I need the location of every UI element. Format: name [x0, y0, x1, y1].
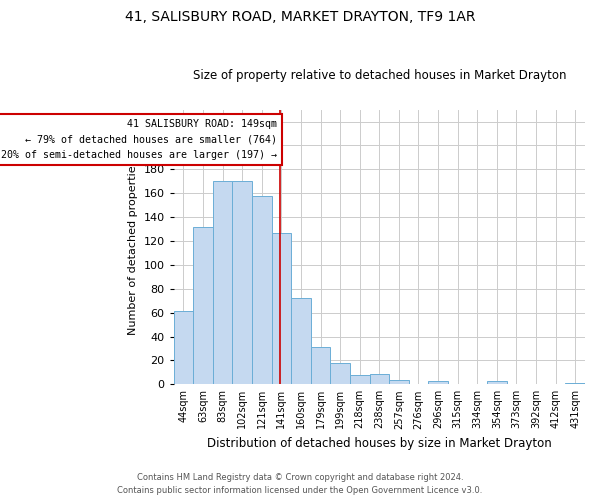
- Title: Size of property relative to detached houses in Market Drayton: Size of property relative to detached ho…: [193, 69, 566, 82]
- Text: Contains HM Land Registry data © Crown copyright and database right 2024.
Contai: Contains HM Land Registry data © Crown c…: [118, 473, 482, 495]
- Bar: [487, 380, 506, 384]
- X-axis label: Distribution of detached houses by size in Market Drayton: Distribution of detached houses by size …: [207, 437, 551, 450]
- Bar: [272, 232, 291, 384]
- Bar: [311, 348, 331, 385]
- Text: 41 SALISBURY ROAD: 149sqm
← 79% of detached houses are smaller (764)
20% of semi: 41 SALISBURY ROAD: 149sqm ← 79% of detac…: [1, 119, 277, 160]
- Bar: [565, 383, 585, 384]
- Bar: [213, 181, 232, 384]
- Bar: [350, 374, 370, 384]
- Bar: [252, 196, 272, 384]
- Bar: [389, 380, 409, 384]
- Bar: [370, 374, 389, 384]
- Bar: [193, 226, 213, 384]
- Bar: [291, 298, 311, 384]
- Y-axis label: Number of detached properties: Number of detached properties: [128, 159, 138, 334]
- Text: 41, SALISBURY ROAD, MARKET DRAYTON, TF9 1AR: 41, SALISBURY ROAD, MARKET DRAYTON, TF9 …: [125, 10, 475, 24]
- Bar: [232, 181, 252, 384]
- Bar: [173, 312, 193, 384]
- Bar: [331, 363, 350, 384]
- Bar: [428, 380, 448, 384]
